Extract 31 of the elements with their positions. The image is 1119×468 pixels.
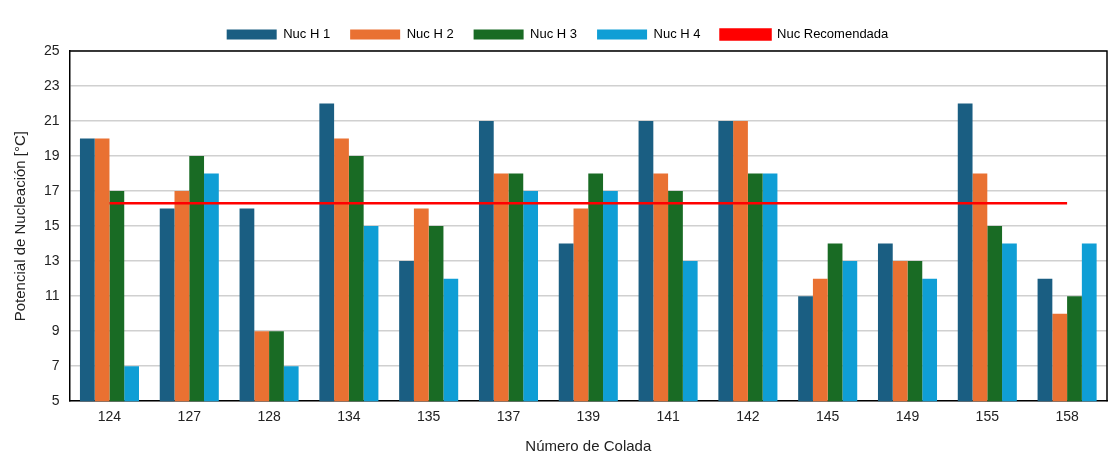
y-tick-label: 19: [43, 146, 60, 163]
y-tick-label: 17: [43, 181, 60, 198]
y-tick-label: 15: [43, 216, 60, 233]
x-tick-label: 139: [576, 408, 601, 425]
x-tick-label: 124: [97, 408, 122, 425]
legend-label: Nuc H 3: [530, 26, 578, 42]
y-tick-label: 23: [43, 76, 60, 93]
y-tick-label: 11: [45, 287, 60, 303]
x-tick-label: 135: [417, 408, 441, 425]
x-tick-label: 149: [895, 408, 920, 425]
x-tick-label: 127: [177, 408, 202, 425]
x-tick-label: 141: [656, 408, 680, 425]
y-axis-title: Potencial de Nucleación [°C]: [11, 130, 29, 322]
x-tick-label: 155: [975, 408, 1000, 425]
y-tick-label: 13: [43, 251, 60, 268]
y-tick-label: 25: [43, 41, 60, 58]
x-tick-label: 142: [736, 408, 760, 425]
legend-label: Nuc Recomendada: [777, 26, 890, 42]
x-tick-label: 134: [337, 408, 361, 425]
y-tick-label: 7: [51, 357, 60, 374]
y-tick-label: 5: [51, 392, 60, 409]
legend-label: Nuc H 2: [406, 26, 454, 42]
x-axis-title: Número de Colada: [525, 437, 652, 455]
x-tick-label: 128: [257, 408, 281, 425]
legend-label: Nuc H 4: [653, 26, 701, 42]
y-tick-label: 9: [51, 322, 60, 339]
legend-label: Nuc H 1: [283, 26, 331, 42]
x-tick-label: 137: [496, 408, 521, 425]
y-tick-label: 21: [43, 111, 60, 128]
x-tick-label: 145: [816, 408, 840, 425]
x-tick-label: 158: [1055, 408, 1079, 425]
